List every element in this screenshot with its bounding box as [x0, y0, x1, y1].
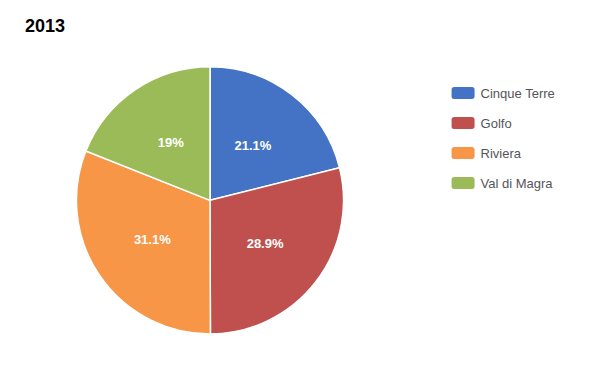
svg-text:28.9%: 28.9% — [247, 236, 284, 251]
svg-text:Cinque Terre: Cinque Terre — [481, 86, 555, 101]
svg-text:Val di Magra: Val di Magra — [481, 176, 554, 191]
svg-text:19%: 19% — [158, 135, 184, 150]
svg-text:Riviera: Riviera — [481, 146, 522, 161]
svg-text:2013: 2013 — [25, 16, 65, 36]
svg-text:31.1%: 31.1% — [134, 232, 171, 247]
svg-text:Golfo: Golfo — [481, 116, 512, 131]
svg-text:21.1%: 21.1% — [234, 138, 271, 153]
